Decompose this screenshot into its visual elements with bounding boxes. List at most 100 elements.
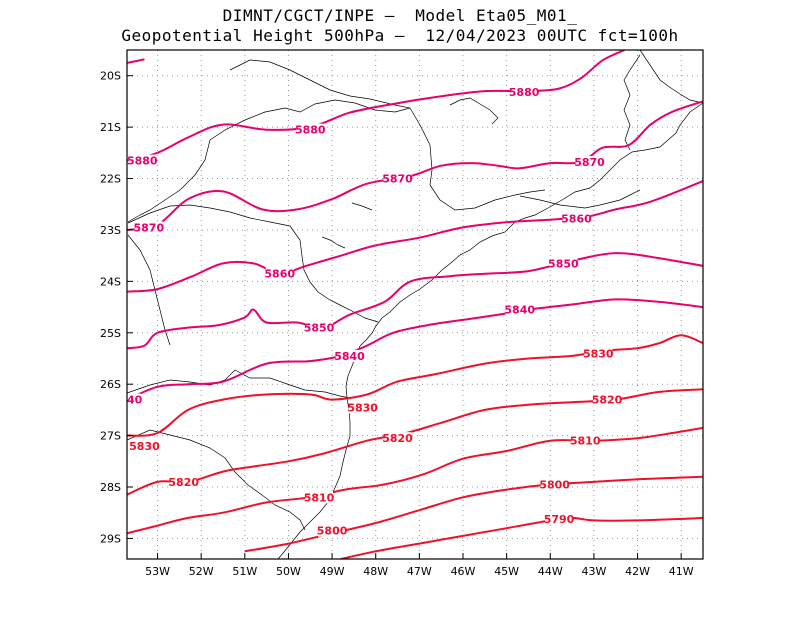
contour-label-bg xyxy=(318,524,347,537)
plot-frame xyxy=(126,49,704,560)
contour-label: 5800 xyxy=(539,478,570,491)
contour-label: 5880 xyxy=(509,86,540,99)
contour-label: 5850 xyxy=(304,322,335,335)
x-tick-label: 52W xyxy=(189,565,214,578)
y-tick-label: 23S xyxy=(100,224,121,237)
x-tick-label: 46W xyxy=(451,565,476,578)
contour-label-bg xyxy=(134,221,163,234)
contour-label-bg xyxy=(305,491,333,504)
x-tick-label: 47W xyxy=(407,565,432,578)
contour-label-bg xyxy=(128,154,157,167)
contour-label: 5800 xyxy=(317,525,348,538)
contour-label-bg xyxy=(169,475,198,488)
contour-labels: 5880 5880 5880 5870 5870 5870 5860 5860 5850 5850… xyxy=(112,86,623,538)
contour-label-bg xyxy=(505,303,534,316)
y-tick-label: 24S xyxy=(100,275,121,288)
contour-label: 5840 xyxy=(504,304,535,317)
state-border-sp-pr xyxy=(127,204,379,323)
contour-label-bg xyxy=(383,432,412,445)
state-border-mg-sp xyxy=(209,99,411,141)
x-tick-label: 43W xyxy=(581,565,606,578)
lat-lon-grid xyxy=(127,50,703,559)
contour-label-bg xyxy=(305,321,333,334)
x-tick-label: 49W xyxy=(320,565,345,578)
contour-label: 5870 xyxy=(134,221,165,234)
contour-label-bg xyxy=(593,393,621,406)
contour-label: 5810 xyxy=(304,491,335,504)
contour-label-bg xyxy=(383,172,412,185)
contour-label: 5790 xyxy=(544,513,575,526)
state-border-mg-es xyxy=(623,54,641,151)
coastline xyxy=(277,102,703,559)
contour-5810 xyxy=(127,426,703,535)
contour-label-bg xyxy=(571,434,600,447)
axis-ticks: 53W 52W 51W 50W 49W 48W 47W 46W 45W 44W 43W 42W 41W 2… xyxy=(100,70,694,578)
contour-5880 xyxy=(127,58,145,64)
x-tick-label: 42W xyxy=(625,565,650,578)
contour-label: 5850 xyxy=(548,257,579,270)
x-tick-label: 41W xyxy=(669,565,694,578)
state-border-sc-rs xyxy=(127,429,306,531)
x-tick-label: 53W xyxy=(145,565,170,578)
state-border-mg-north xyxy=(229,59,546,211)
contour-label: 5820 xyxy=(382,432,413,445)
contour-label-bg xyxy=(265,267,294,280)
chart-title-line1: DIMNT/CGCT/INPE – Model Eta05_M01_ xyxy=(222,6,578,25)
contour-5830 xyxy=(127,334,703,437)
contour-label-bg xyxy=(584,347,613,360)
chart-title-line2: Geopotential Height 500hPa – 12/04/2023 … xyxy=(121,26,679,45)
contour-label-bg xyxy=(545,512,573,525)
contour-label: 5820 xyxy=(168,476,199,489)
contour-label-bg xyxy=(562,212,591,225)
contour-label-bg xyxy=(348,401,377,414)
contour-label-bg xyxy=(130,439,159,452)
contour-label-bg xyxy=(575,156,604,169)
contour-label: 5830 xyxy=(347,401,378,414)
x-tick-label: 50W xyxy=(276,565,301,578)
y-tick-label: 28S xyxy=(100,481,121,494)
contour-5860 xyxy=(127,180,703,293)
contour-5800 xyxy=(244,475,703,553)
y-tick-label: 29S xyxy=(100,532,121,545)
y-tick-label: 20S xyxy=(100,70,121,83)
y-tick-label: 21S xyxy=(100,121,121,134)
contour-label: 5840 xyxy=(334,350,365,363)
contour-label: 5830 xyxy=(583,347,614,360)
contour-label-bg xyxy=(510,86,539,99)
y-tick-label: 22S xyxy=(100,173,121,186)
y-tick-label: 26S xyxy=(100,378,121,391)
contour-5840 xyxy=(127,298,703,401)
state-border-pr-sc xyxy=(127,369,351,399)
x-tick-label: 45W xyxy=(494,565,519,578)
contour-label-bg xyxy=(549,257,578,270)
contour-label: 5820 xyxy=(592,394,623,407)
contour-label: 5880 xyxy=(127,155,158,168)
contour-label: 5880 xyxy=(295,124,326,137)
contour-label-bg xyxy=(540,478,569,491)
reservoir-2 xyxy=(321,236,346,249)
contour-5880 xyxy=(127,50,625,162)
x-tick-label: 51W xyxy=(232,565,257,578)
contour-label: 5870 xyxy=(574,156,605,169)
x-tick-label: 48W xyxy=(363,565,388,578)
contour-5870 xyxy=(127,100,703,231)
contour-label: 5860 xyxy=(264,268,295,281)
contour-5790 xyxy=(340,516,703,559)
x-tick-label: 44W xyxy=(538,565,563,578)
contour-label-bg xyxy=(296,123,325,136)
contour-label-bg xyxy=(335,349,364,362)
state-border-ms-sp xyxy=(127,139,211,223)
y-tick-label: 25S xyxy=(100,327,121,340)
contour-lines xyxy=(127,50,703,559)
y-tick-label: 27S xyxy=(100,430,121,443)
contour-label: 5840 xyxy=(112,394,143,407)
contour-label: 5860 xyxy=(561,213,592,226)
contour-label: 5830 xyxy=(129,440,160,453)
contour-label: 5870 xyxy=(382,173,413,186)
reservoir xyxy=(449,97,499,125)
contour-label: 5810 xyxy=(570,435,601,448)
state-border-mg-rj xyxy=(519,189,641,209)
state-border-go-mg xyxy=(639,50,703,104)
reservoir-3 xyxy=(351,202,373,211)
